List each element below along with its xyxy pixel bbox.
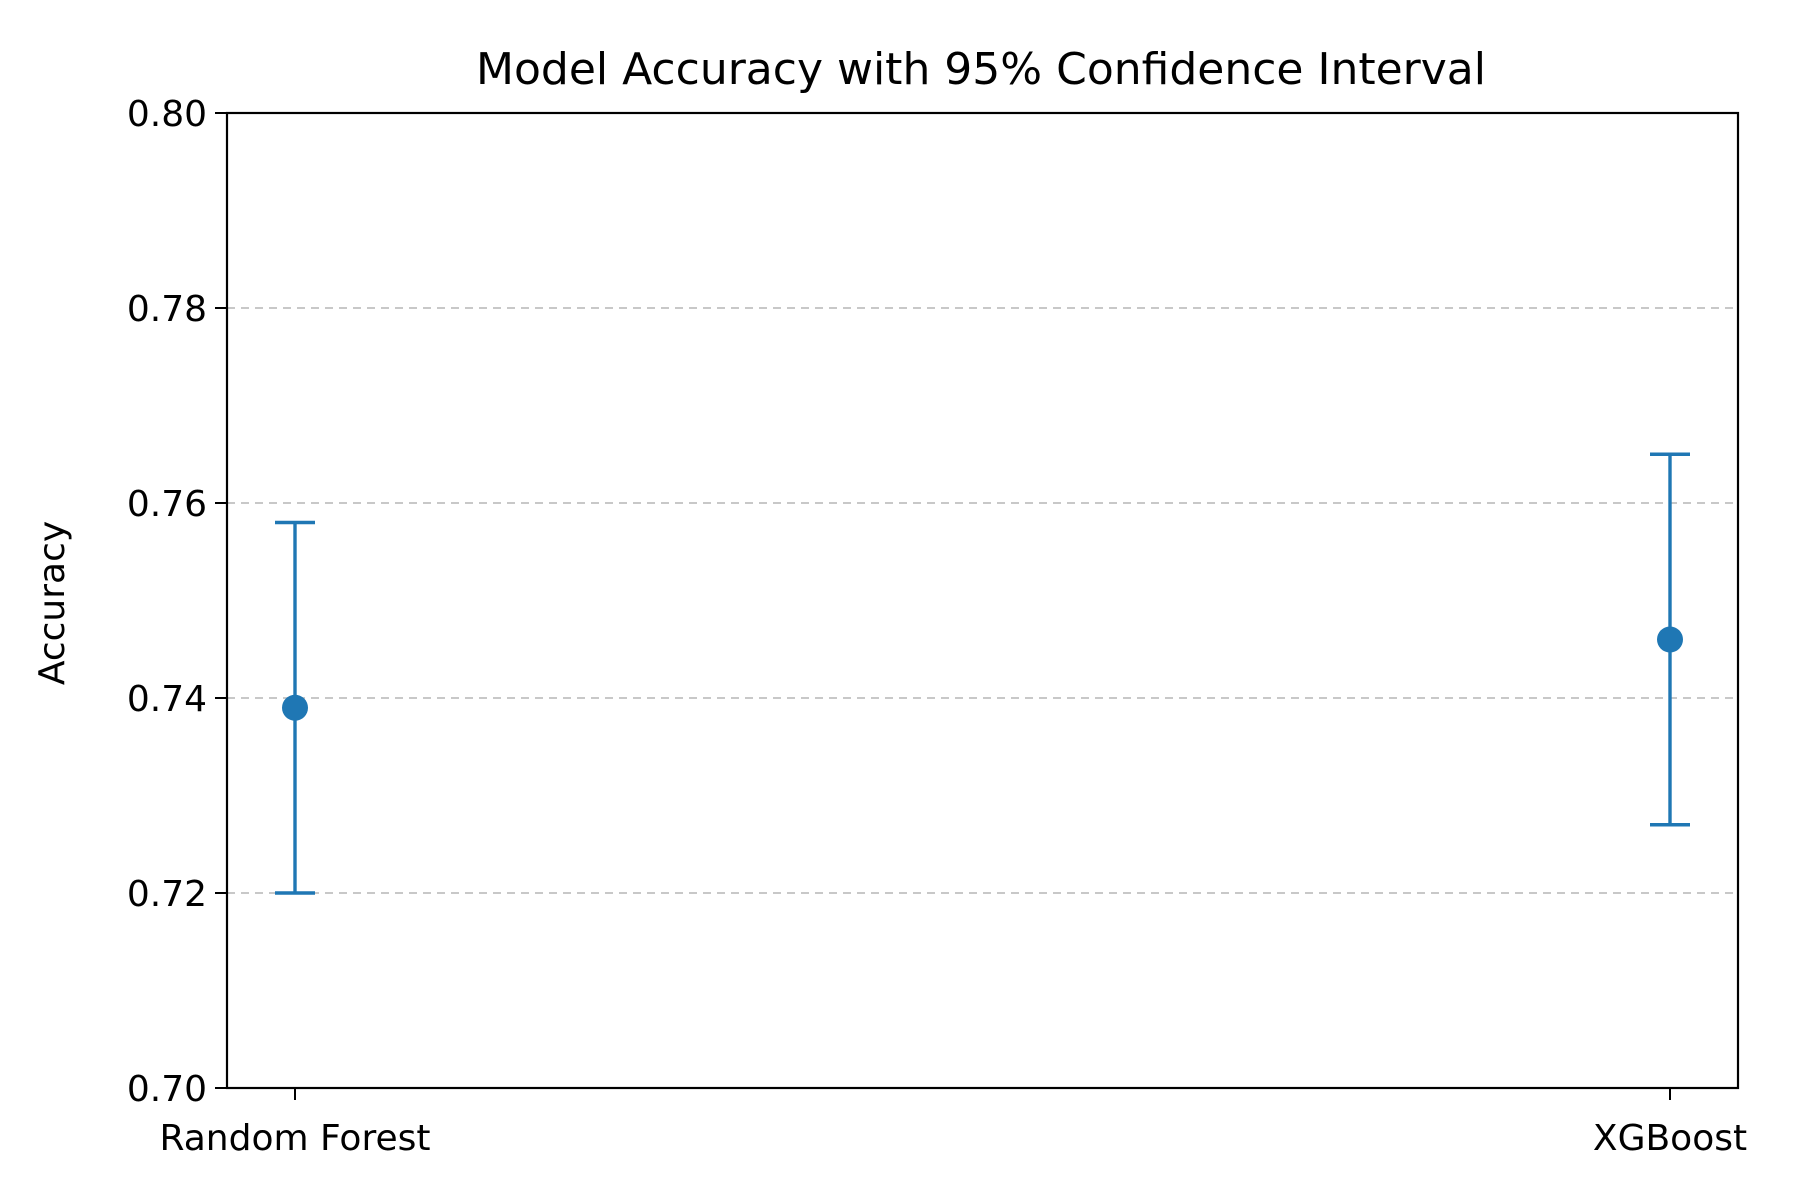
chart-title: Model Accuracy with 95% Confidence Inter… [476, 44, 1486, 95]
data-marks [275, 452, 1690, 895]
data-point [282, 694, 308, 721]
y-tick-label: 0.78 [127, 289, 207, 330]
axis-ticks: 0.70 0.72 0.74 0.76 0.78 0.80 Random Forest XGB… [127, 94, 1747, 1159]
plot-frame [225, 111, 1740, 1090]
y-tick-label: 0.72 [127, 874, 207, 915]
x-tick-label: XGBoost [1593, 1118, 1747, 1159]
y-tick-label: 0.80 [127, 94, 207, 135]
y-tick-label: 0.76 [127, 484, 207, 525]
data-point [1657, 626, 1683, 653]
x-tick-label: Random Forest [160, 1118, 431, 1159]
y-tick-label: 0.74 [127, 679, 207, 720]
y-axis-label: Accuracy [32, 521, 73, 685]
y-tick-label: 0.70 [127, 1069, 207, 1110]
